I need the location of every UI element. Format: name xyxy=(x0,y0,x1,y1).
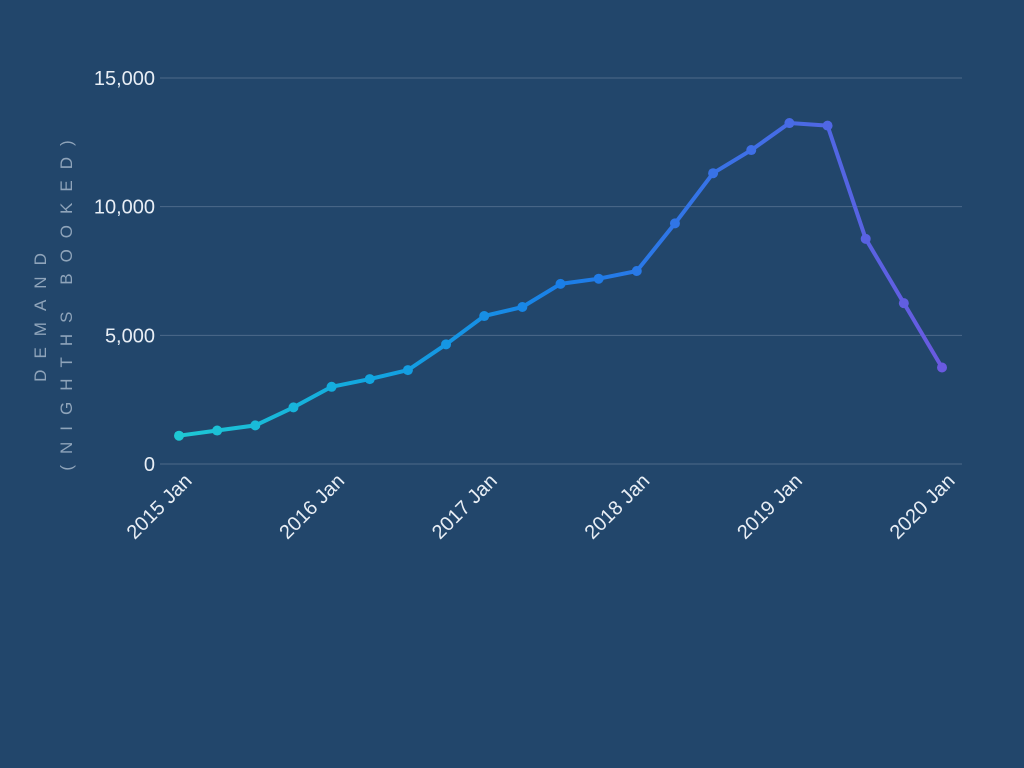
data-point xyxy=(555,278,566,289)
data-point xyxy=(784,118,795,129)
data-point xyxy=(441,339,452,350)
data-point xyxy=(288,402,299,413)
x-tick-label: 2015 Jan xyxy=(123,470,197,544)
y-axis-ticks: 0 5,000 10,000 15,000 xyxy=(94,68,155,476)
data-point xyxy=(593,273,604,284)
data-points xyxy=(174,118,947,441)
data-point xyxy=(364,374,375,385)
y-tick-label: 0 xyxy=(144,454,155,476)
grid-lines xyxy=(160,77,962,465)
data-point xyxy=(402,365,413,376)
data-point xyxy=(631,266,642,276)
x-tick-label: 2019 Jan xyxy=(733,470,807,544)
data-point xyxy=(898,298,909,309)
y-tick-label: 10,000 xyxy=(94,197,155,219)
y-axis-title-line-1: DEMAND xyxy=(31,242,50,382)
data-point xyxy=(479,311,490,322)
data-point xyxy=(708,168,719,179)
data-point xyxy=(517,302,528,313)
data-point xyxy=(860,233,871,244)
data-point xyxy=(937,362,947,373)
y-axis-title-line-2: (NIGHTHS BOOKED) xyxy=(57,129,76,470)
data-point xyxy=(250,420,261,431)
y-axis-title: DEMAND (NIGHTHS BOOKED) xyxy=(31,129,76,470)
y-tick-label: 15,000 xyxy=(94,68,155,90)
data-point xyxy=(212,425,223,436)
data-point xyxy=(746,145,757,156)
x-tick-label: 2020 Jan xyxy=(886,470,960,544)
x-tick-label: 2016 Jan xyxy=(275,470,349,544)
x-axis-ticks: 2015 Jan 2016 Jan 2017 Jan 2018 Jan 2019 Jan… xyxy=(123,470,960,544)
x-tick-label: 2017 Jan xyxy=(428,470,502,544)
data-point xyxy=(669,218,680,229)
x-tick-label: 2018 Jan xyxy=(581,470,655,544)
data-point xyxy=(174,430,184,441)
y-tick-label: 5,000 xyxy=(105,325,155,347)
data-point xyxy=(326,381,337,392)
data-point xyxy=(822,120,833,131)
